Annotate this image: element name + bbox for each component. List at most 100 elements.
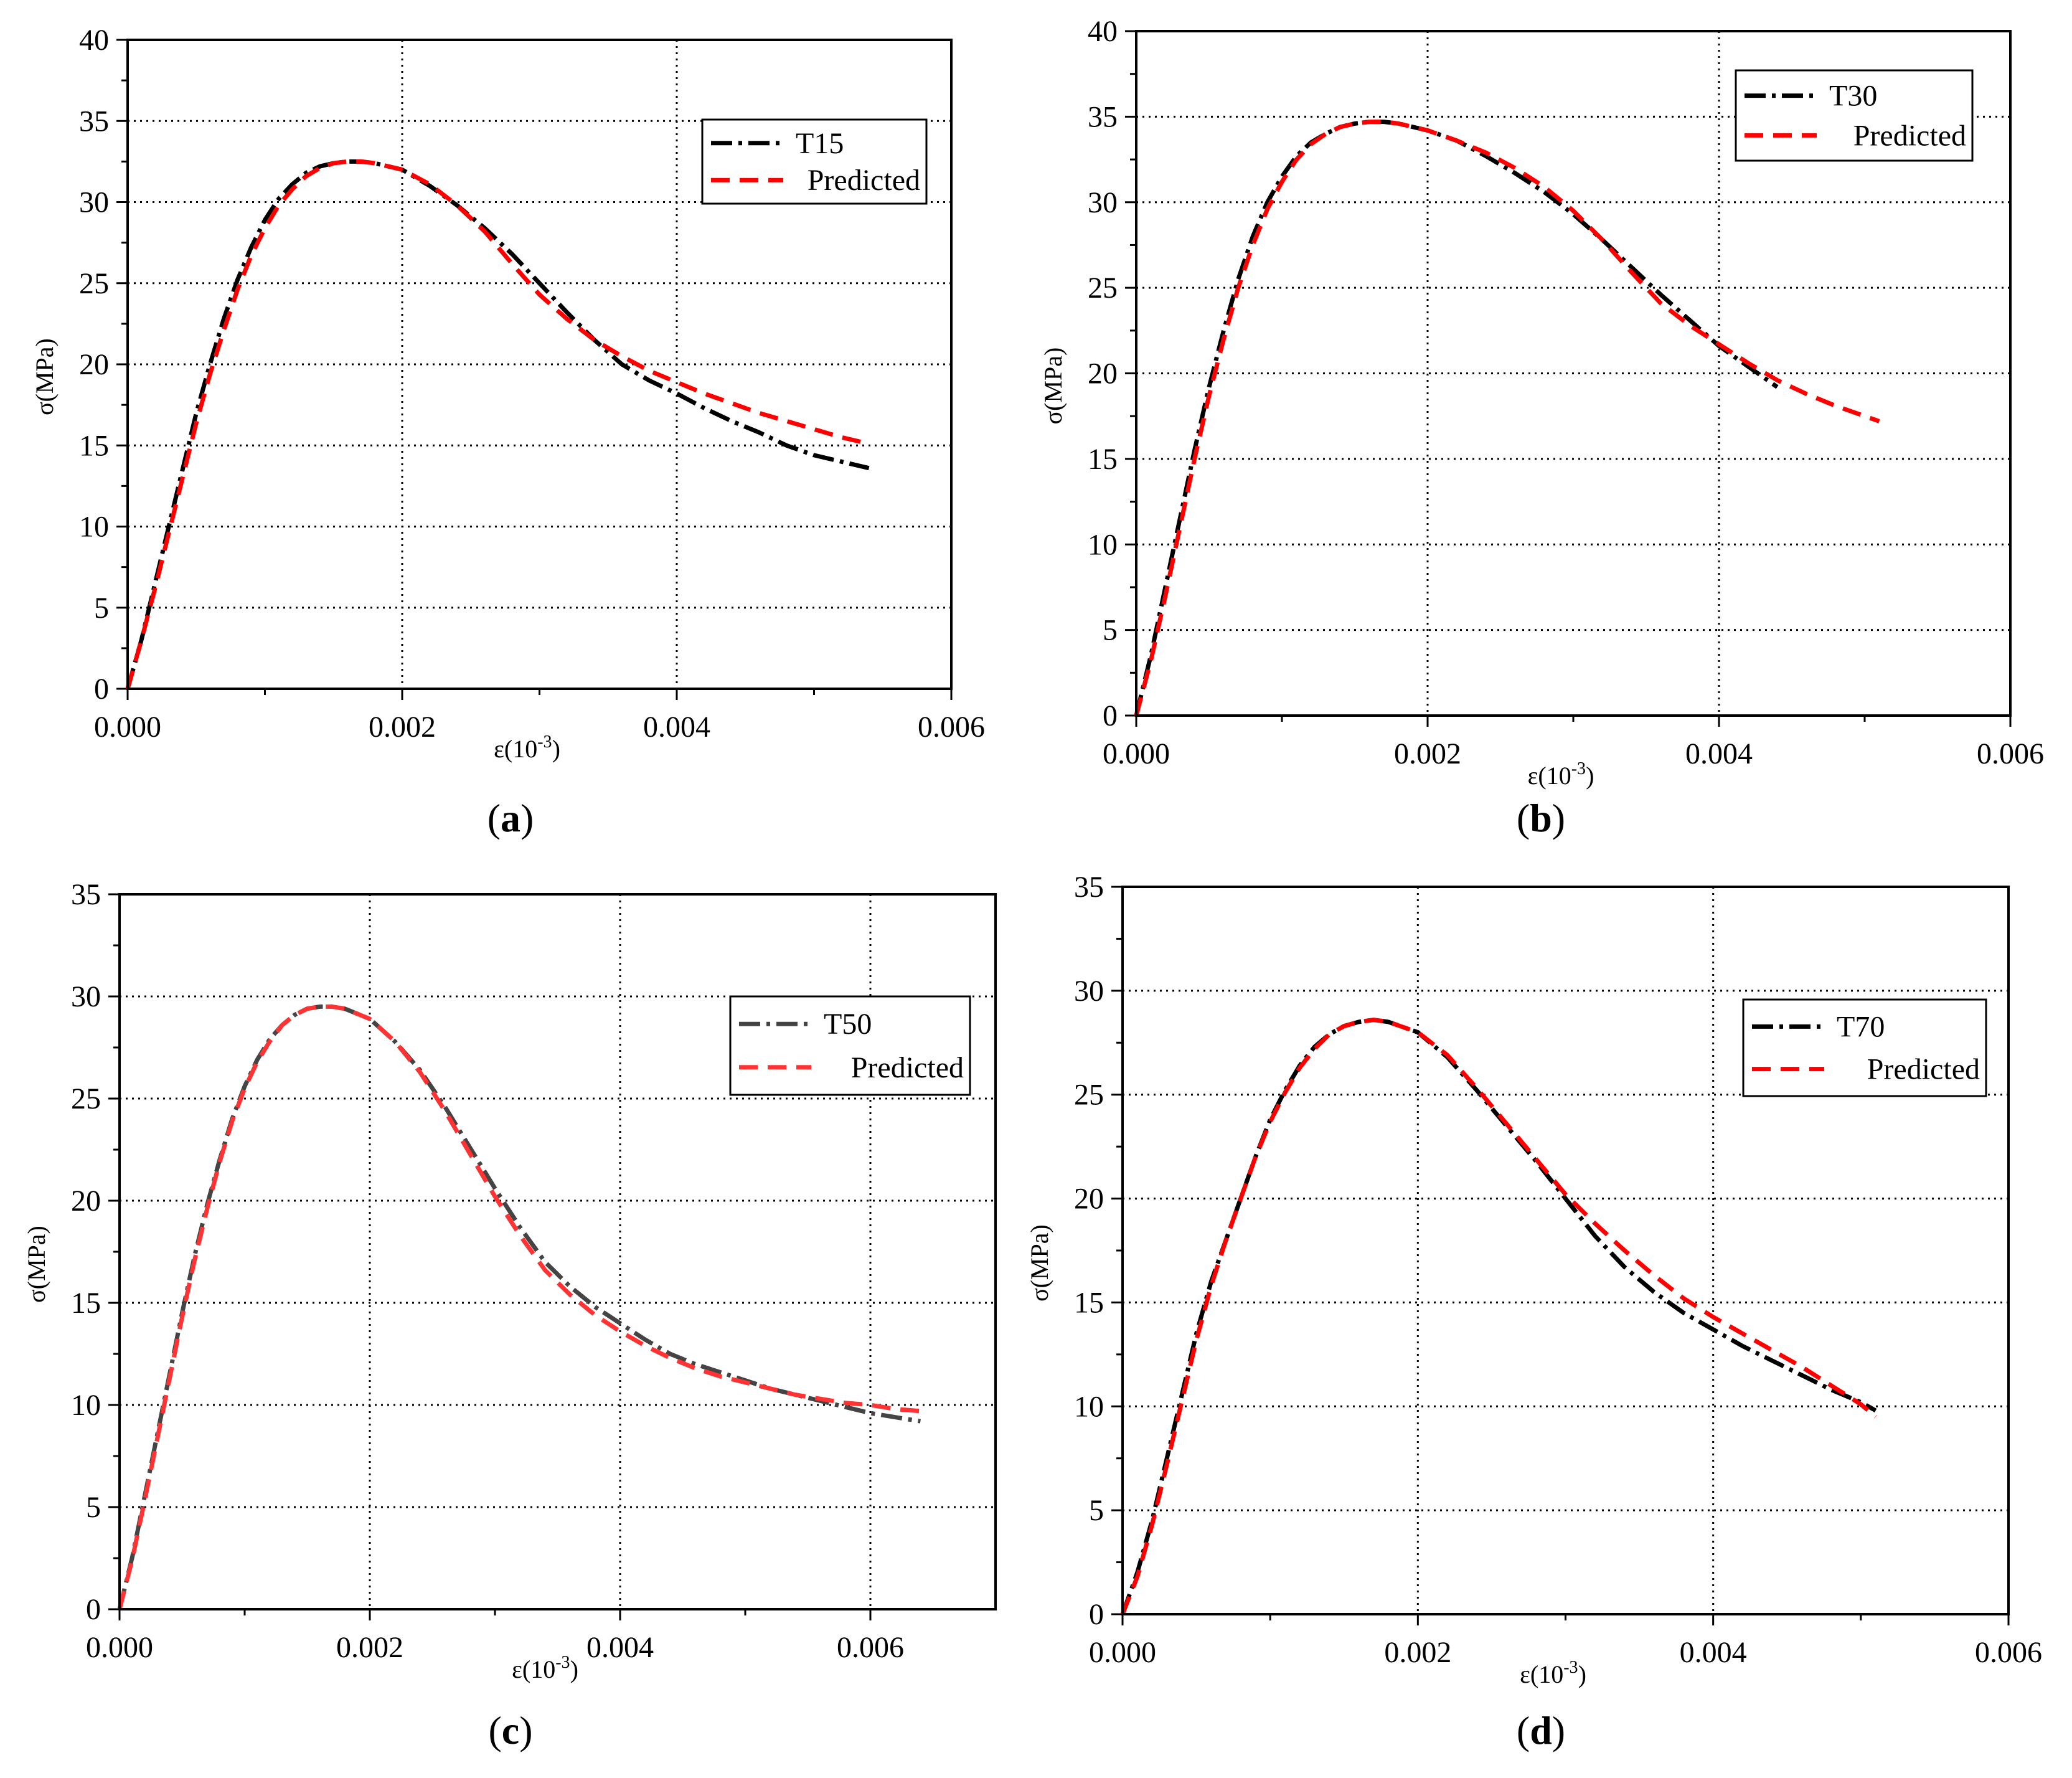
x-tick-label: 0.000: [1103, 737, 1170, 770]
caption-open: (: [487, 796, 501, 840]
x-axis-title: ε(10-3): [1528, 759, 1594, 790]
y-tick-label: 25: [1088, 272, 1118, 305]
x-axis-title-close: ): [1578, 1660, 1586, 1688]
legend-label-predicted: Predicted: [808, 164, 920, 197]
x-tick-label: 0.004: [1685, 737, 1753, 770]
y-tick-label: 25: [79, 267, 109, 300]
y-tick-label: 40: [1088, 15, 1118, 48]
y-tick-label: 15: [79, 429, 109, 462]
x-tick-label: 0.006: [918, 711, 985, 744]
x-tick-label: 0.002: [369, 711, 436, 744]
plot-frame: [1135, 30, 2012, 717]
y-tick-label: 30: [79, 186, 109, 219]
legend-box: [729, 995, 971, 1096]
y-tick-label: 35: [1074, 871, 1104, 904]
legend: T15 Predicted: [701, 118, 928, 205]
legend-label-predicted: Predicted: [1853, 119, 1966, 152]
x-tick-label: 0.000: [1089, 1636, 1156, 1669]
x-tick-label: 0.006: [1977, 737, 2044, 770]
chart-panel-a: 0.000 0.002 0.004 0.006 0 5 10 15 20 25 30 35 40 ε(10…: [31, 24, 985, 840]
y-tick-label: 5: [86, 1491, 101, 1524]
x-tick-label: 0.004: [643, 711, 710, 744]
y-tick-label: 20: [71, 1185, 101, 1218]
caption-letter: a: [501, 796, 520, 840]
chart-panel-c: 0.000 0.002 0.004 0.006 0 5 10 15 20 25 30 35 ε(10-3…: [22, 878, 997, 1752]
caption-open: (: [1517, 796, 1530, 840]
x-tick-label: 0.006: [837, 1631, 904, 1664]
legend: T70 Predicted: [1742, 998, 1987, 1097]
y-tick-label: 35: [1088, 100, 1118, 133]
x-tick-label: 0.004: [586, 1631, 654, 1664]
x-tick-label: 0.006: [1975, 1636, 2042, 1669]
x-axis-title: ε(10-3): [512, 1653, 578, 1683]
series-line-t70: [1120, 1018, 1877, 1615]
caption-close: ): [1552, 1708, 1565, 1752]
y-tick-label: 20: [1088, 357, 1118, 390]
y-tick-label: 0: [86, 1593, 101, 1626]
series-line-t15: [125, 159, 870, 689]
y-tick-label: 30: [1074, 975, 1104, 1008]
legend-label-t50: T50: [824, 1008, 872, 1041]
y-tick-label: 5: [94, 592, 109, 625]
y-tick-label: 10: [1074, 1390, 1104, 1423]
y-tick-label: 15: [71, 1287, 101, 1320]
y-tick-label: 5: [1103, 614, 1118, 647]
y-tick-label: 0: [94, 673, 109, 706]
x-axis-title-close: ): [570, 1655, 578, 1683]
caption-letter: b: [1530, 796, 1552, 840]
y-axis-title: σ(MPa): [1025, 1224, 1053, 1302]
caption-letter: c: [502, 1708, 519, 1752]
y-tick-label: 30: [71, 980, 101, 1013]
y-axis-title: σ(MPa): [31, 338, 59, 415]
x-tick-label: 0.000: [86, 1631, 153, 1664]
caption-open: (: [1517, 1708, 1530, 1752]
legend: T50 Predicted: [729, 995, 971, 1096]
legend-label-predicted: Predicted: [1867, 1053, 1980, 1086]
x-axis-title-exponent: -3: [1571, 759, 1586, 778]
legend-box: [1742, 998, 1987, 1097]
y-tick-label: 40: [79, 24, 109, 57]
x-axis-title: ε(10-3): [1520, 1658, 1586, 1688]
y-tick-label: 20: [1074, 1183, 1104, 1216]
caption-open: (: [488, 1708, 501, 1752]
legend: T30 Predicted: [1735, 69, 1974, 162]
plot-frame: [1121, 886, 2010, 1615]
y-tick-label: 10: [79, 511, 109, 544]
y-tick-label: 35: [71, 878, 101, 911]
plot-frame: [126, 39, 953, 690]
y-tick-label: 5: [1089, 1494, 1104, 1527]
y-axis-title: σ(MPa): [22, 1226, 50, 1303]
x-tick-label: 0.002: [336, 1631, 403, 1664]
x-axis-title-exponent: -3: [1563, 1658, 1578, 1677]
series-line-predicted: [1120, 1018, 1877, 1615]
x-axis-title-close: ): [552, 735, 560, 763]
y-tick-label: 15: [1088, 443, 1118, 476]
legend-box: [701, 118, 928, 205]
y-tick-label: 25: [1074, 1079, 1104, 1112]
y-axis-title: σ(MPa): [1039, 348, 1067, 425]
plot-frame: [118, 893, 997, 1610]
chart-panel-b: 0.000 0.002 0.004 0.006 0 5 10 15 20 25 30 35 40 ε(10…: [1039, 15, 2044, 840]
x-tick-label: 0.000: [94, 711, 161, 744]
x-axis-title-exponent: -3: [555, 1653, 570, 1672]
panel-caption: (a): [487, 796, 534, 840]
x-tick-label: 0.002: [1384, 1636, 1451, 1669]
x-tick-label: 0.004: [1680, 1636, 1747, 1669]
y-tick-label: 20: [79, 348, 109, 381]
legend-label-predicted: Predicted: [851, 1051, 964, 1084]
series-line-predicted: [1134, 120, 1880, 716]
x-axis-title-exponent: -3: [537, 732, 552, 752]
y-tick-label: 10: [71, 1389, 101, 1422]
y-tick-label: 0: [1089, 1598, 1104, 1631]
x-tick-label: 0.002: [1394, 737, 1461, 770]
y-tick-label: 25: [71, 1082, 101, 1115]
panel-caption: (c): [488, 1708, 532, 1752]
y-tick-label: 15: [1074, 1286, 1104, 1319]
chart-panel-d: 0.000 0.002 0.004 0.006 0 5 10 15 20 25 30 35 ε(10-3…: [1025, 871, 2042, 1752]
y-tick-label: 0: [1103, 699, 1118, 732]
series-line-t30: [1134, 120, 1779, 716]
x-axis-title-close: ): [1586, 762, 1594, 790]
y-tick-label: 10: [1088, 528, 1118, 561]
legend-label-t30: T30: [1829, 80, 1877, 113]
